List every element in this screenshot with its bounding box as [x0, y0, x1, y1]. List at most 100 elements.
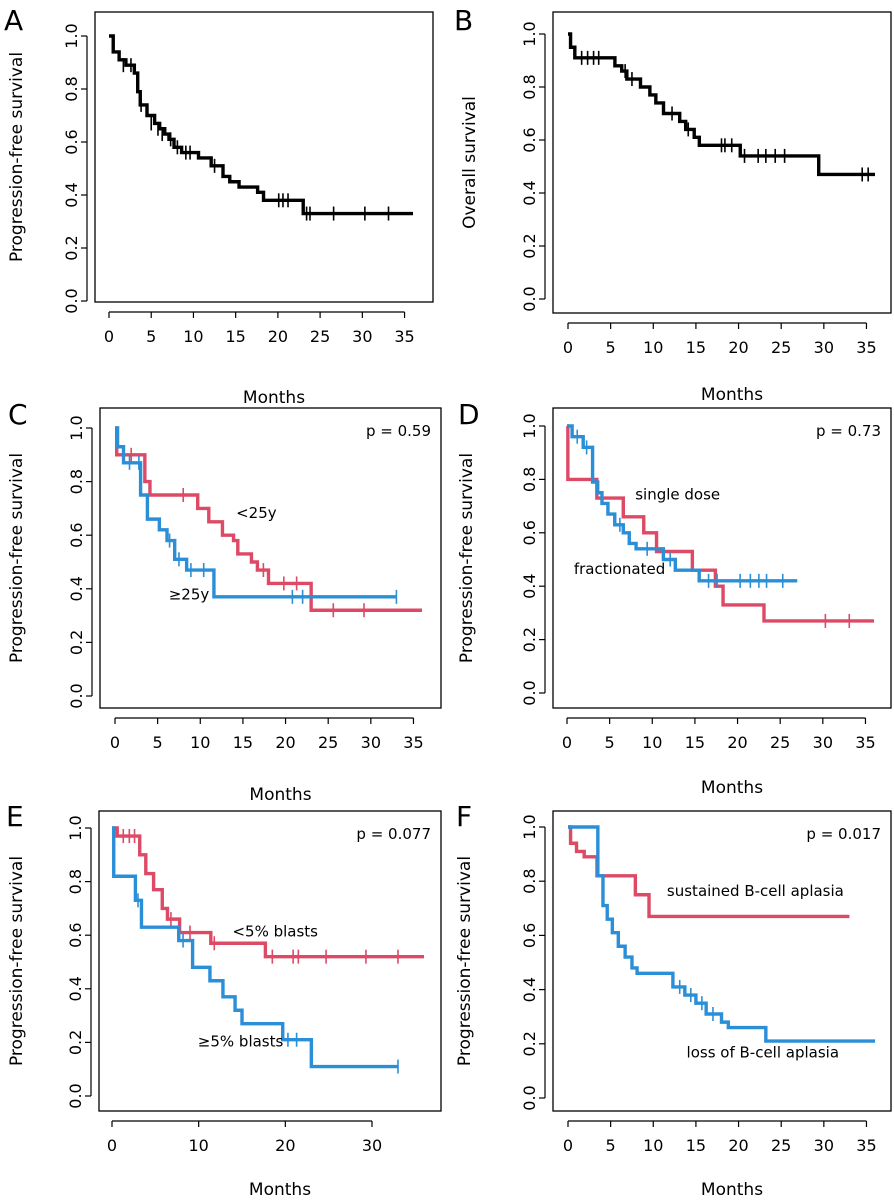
y-axis-title: Progression-free survival — [457, 453, 477, 663]
survival-curve-b-0 — [568, 32, 875, 177]
survival-curve-f-1 — [568, 825, 875, 1043]
y-tick-label: 0.2 — [67, 630, 86, 655]
panel-letter: A — [4, 4, 23, 37]
y-axis-title: Progression-free survival — [7, 52, 27, 262]
y-tick-label: 0.4 — [66, 976, 85, 1001]
x-tick-label: 30 — [814, 338, 834, 357]
x-tick-label: 20 — [268, 327, 288, 346]
x-tick-label: 15 — [686, 1136, 706, 1155]
y-tick-label: 0.8 — [520, 467, 539, 492]
x-tick-label: 20 — [275, 1136, 295, 1155]
x-tick-label: 10 — [183, 327, 203, 346]
p-value: p = 0.59 — [366, 422, 431, 440]
x-tick-label: 0 — [104, 327, 114, 346]
y-tick-label: 0.0 — [67, 683, 86, 708]
x-tick-label: 5 — [606, 1136, 616, 1155]
x-tick-label: 5 — [153, 733, 163, 752]
curve-label: <25y — [236, 504, 277, 522]
y-tick-label: 0.4 — [520, 573, 539, 598]
y-tick-label: 0.0 — [520, 680, 539, 705]
survival-curve-d-1 — [567, 424, 798, 583]
survival-curve-c-1 — [115, 426, 397, 599]
y-tick-label: 0.0 — [66, 1083, 85, 1108]
x-tick-label: 30 — [361, 733, 381, 752]
panel-letter: E — [6, 800, 24, 833]
survival-curve-a-0 — [109, 34, 413, 216]
y-tick-label: 1.0 — [66, 815, 85, 840]
x-tick-label: 0 — [107, 1136, 117, 1155]
x-tick-label: 10 — [188, 1136, 208, 1155]
x-tick-label: 35 — [856, 338, 876, 357]
x-tick-label: 25 — [771, 338, 791, 357]
y-tick-label: 1.0 — [520, 413, 539, 438]
panel-c: C 0.0 0.2 0.4 0.6 0.8 1.0 0 5 10 15 20 25 30 35 Months P… — [7, 398, 442, 805]
survival-curve-c-0 — [115, 426, 422, 612]
y-tick-label: 1.0 — [520, 21, 539, 46]
y-tick-label: 0.8 — [520, 868, 539, 893]
y-axis-title: Overall survival — [460, 96, 480, 229]
x-tick-label: 30 — [362, 1136, 382, 1155]
y-tick-label: 0.0 — [62, 288, 81, 313]
x-tick-label: 5 — [146, 327, 156, 346]
y-tick-label: 0.6 — [520, 520, 539, 545]
y-tick-label: 0.2 — [520, 1031, 539, 1056]
panel-a: A 0.0 0.2 0.4 0.6 0.8 1.0 0 5 10 15 20 25 30 35 Months P… — [4, 4, 434, 408]
x-tick-label: 30 — [813, 733, 833, 752]
y-tick-label: 1.0 — [520, 814, 539, 839]
y-tick-label: 0.4 — [520, 180, 539, 205]
x-tick-label: 5 — [606, 338, 616, 357]
panel-b: B 0.0 0.2 0.4 0.6 0.8 1.0 0 5 10 15 20 25 30 35 Months O… — [454, 4, 892, 405]
y-tick-label: 0.8 — [67, 469, 86, 494]
y-tick-label: 1.0 — [67, 415, 86, 440]
x-tick-label: 35 — [856, 1136, 876, 1155]
x-tick-label: 15 — [686, 338, 706, 357]
p-value: p = 0.077 — [356, 825, 431, 843]
x-tick-label: 25 — [310, 327, 330, 346]
x-tick-label: 25 — [771, 1136, 791, 1155]
survival-curve-e-0 — [112, 826, 424, 959]
x-tick-label: 20 — [728, 1136, 748, 1155]
y-axis-title: Progression-free survival — [7, 453, 27, 663]
panel-e: E 0.0 0.2 0.4 0.6 0.8 1.0 0 10 20 30 Months Progress… — [6, 800, 442, 1200]
curve-label: fractionated — [574, 560, 665, 578]
plot-frame — [552, 810, 892, 1112]
y-tick-label: 0.2 — [62, 235, 81, 260]
x-tick-label: 10 — [190, 733, 210, 752]
plot-frame — [99, 407, 442, 709]
x-axis-title: Months — [701, 385, 763, 405]
x-tick-label: 10 — [642, 733, 662, 752]
y-tick-label: 0.6 — [520, 923, 539, 948]
curve-label: loss of B-cell aplasia — [687, 1043, 840, 1061]
y-tick-label: 0.2 — [520, 233, 539, 258]
x-tick-label: 20 — [728, 338, 748, 357]
y-tick-label: 0.4 — [67, 576, 86, 601]
plot-frame — [552, 11, 892, 314]
x-tick-label: 0 — [563, 338, 573, 357]
survival-curve-d-0 — [566, 424, 874, 623]
panel-f: F 0.0 0.2 0.4 0.6 0.8 1.0 0 5 10 15 20 25 30 35 Months P… — [455, 800, 892, 1200]
y-tick-label: 0.2 — [520, 627, 539, 652]
x-axis-title: Months — [249, 1180, 311, 1200]
y-axis-title: Progression-free survival — [455, 856, 475, 1066]
plot-frame — [94, 11, 434, 303]
y-tick-label: 0.6 — [66, 922, 85, 947]
x-tick-label: 35 — [394, 327, 414, 346]
x-axis-title: Months — [243, 388, 305, 408]
y-tick-label: 0.2 — [66, 1030, 85, 1055]
x-tick-label: 25 — [770, 733, 790, 752]
x-tick-label: 10 — [643, 1136, 663, 1155]
x-tick-label: 15 — [225, 327, 245, 346]
x-tick-label: 35 — [855, 733, 875, 752]
y-tick-label: 0.6 — [62, 129, 81, 154]
x-tick-label: 0 — [563, 1136, 573, 1155]
curve-label: ≥5% blasts — [198, 1032, 284, 1050]
p-value: p = 0.017 — [806, 825, 881, 843]
curve-label: ≥25y — [169, 586, 210, 604]
y-tick-label: 0.8 — [520, 74, 539, 99]
x-tick-label: 5 — [605, 733, 615, 752]
panel-letter: F — [456, 800, 472, 833]
x-axis-title: Months — [249, 785, 311, 805]
panel-letter: B — [454, 4, 473, 37]
x-tick-label: 25 — [318, 733, 338, 752]
